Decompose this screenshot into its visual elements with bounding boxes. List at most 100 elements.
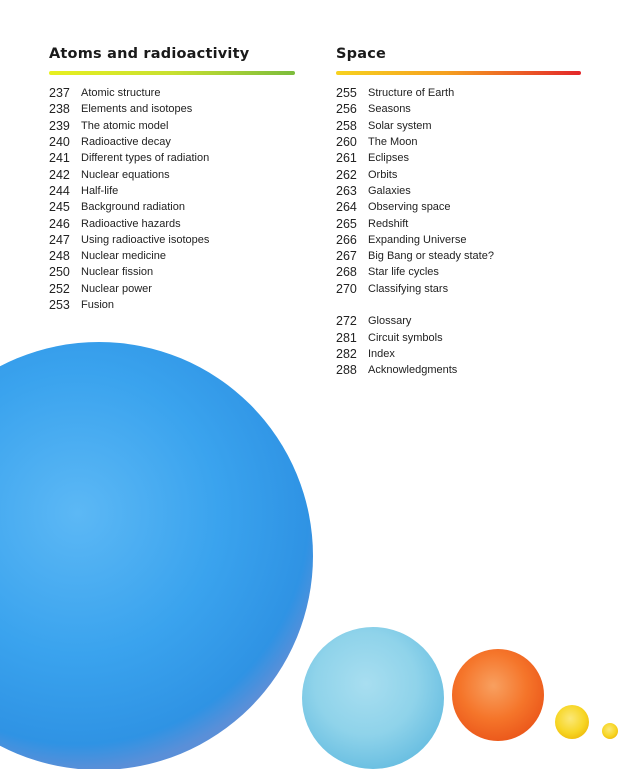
page-number: 264 [336, 200, 357, 215]
contents-entry: 242 Nuclear equations [49, 166, 295, 182]
contents-entry: 262 Orbits [336, 166, 581, 182]
entry-title: Big Bang or steady state? [368, 250, 494, 263]
contents-entry: 267 Big Bang or steady state? [336, 248, 581, 264]
entry-title: Nuclear equations [81, 168, 170, 181]
page-number: 260 [336, 135, 357, 150]
contents-entry: 272 Glossary [336, 313, 581, 329]
page-number: 242 [49, 167, 70, 182]
page-number: 270 [336, 281, 357, 296]
entry-title: Elements and isotopes [81, 103, 193, 116]
light-blue-sphere [302, 627, 444, 769]
contents-entry: 247 Using radioactive isotopes [49, 232, 295, 248]
contents-entry: 245 Background radiation [49, 199, 295, 215]
entry-title: Radioactive decay [81, 136, 171, 149]
page-number: 282 [336, 346, 357, 361]
page-number: 245 [49, 200, 70, 215]
page-number: 248 [49, 249, 70, 264]
contents-entry: 270 Classifying stars [336, 281, 581, 297]
contents-list: 237 Atomic structure 238 Elements and isoto… [49, 85, 295, 313]
contents-list: 255 Structure of Earth 256 Seasons 258 Solar … [336, 85, 581, 297]
entry-title: Using radioactive isotopes [81, 233, 210, 246]
contents-entry: 237 Atomic structure [49, 85, 295, 101]
contents-entry: 250 Nuclear fission [49, 264, 295, 280]
page-number: 256 [336, 102, 357, 117]
entry-title: Seasons [368, 103, 411, 116]
contents-entry: 281 Circuit symbols [336, 329, 581, 345]
entry-title: Expanding Universe [368, 233, 467, 246]
large-blue-sphere [0, 342, 313, 769]
contents-entry: 258 Solar system [336, 118, 581, 134]
page-number: 250 [49, 265, 70, 280]
contents-entry: 265 Redshift [336, 215, 581, 231]
heading-color-bar [336, 71, 581, 75]
entry-title: The Moon [368, 136, 418, 149]
page-number: 261 [336, 151, 357, 166]
page-number: 238 [49, 102, 70, 117]
entry-title: Orbits [368, 168, 398, 181]
contents-entry: 238 Elements and isotopes [49, 101, 295, 117]
entry-title: Atomic structure [81, 87, 161, 100]
page-number: 263 [336, 183, 357, 198]
page-number: 265 [336, 216, 357, 231]
yellow-sphere [555, 705, 589, 739]
contents-entry: 248 Nuclear medicine [49, 248, 295, 264]
section-heading: Atoms and radioactivity [49, 46, 250, 62]
page-number: 255 [336, 86, 357, 101]
page-number: 241 [49, 151, 70, 166]
entry-title: Observing space [368, 201, 451, 214]
orange-sphere [452, 649, 544, 741]
contents-entry: 256 Seasons [336, 101, 581, 117]
entry-title: Redshift [368, 217, 409, 230]
contents-entry: 244 Half-life [49, 183, 295, 199]
page-number: 244 [49, 183, 70, 198]
entry-title: Radioactive hazards [81, 217, 181, 230]
small-yellow-sphere [602, 723, 618, 739]
page-number: 272 [336, 314, 357, 329]
page-number: 246 [49, 216, 70, 231]
contents-entry: 253 Fusion [49, 297, 295, 313]
entry-title: Circuit symbols [368, 331, 443, 344]
entry-title: Index [368, 347, 395, 360]
contents-entry: 239 The atomic model [49, 118, 295, 134]
entry-title: Glossary [368, 315, 412, 328]
contents-entry: 266 Expanding Universe [336, 232, 581, 248]
entry-title: Nuclear medicine [81, 250, 166, 263]
entry-title: Nuclear power [81, 282, 152, 295]
entry-title: Different types of radiation [81, 152, 210, 165]
entry-title: Galaxies [368, 184, 411, 197]
contents-entry: 264 Observing space [336, 199, 581, 215]
entry-title: Star life cycles [368, 266, 439, 279]
page-number: 258 [336, 118, 357, 133]
entry-title: Nuclear fission [81, 266, 154, 279]
contents-entry: 252 Nuclear power [49, 281, 295, 297]
entry-title: Classifying stars [368, 282, 449, 295]
page-number: 268 [336, 265, 357, 280]
entry-title: Solar system [368, 119, 432, 132]
contents-entry: 288 Acknowledgments [336, 362, 581, 378]
page-number: 262 [336, 167, 357, 182]
contents-entry: 260 The Moon [336, 134, 581, 150]
contents-entry: 240 Radioactive decay [49, 134, 295, 150]
section-space: Space 255 Structure of Earth 256 Seasons 258… [336, 46, 581, 378]
page-number: 253 [49, 298, 70, 312]
back-matter-list: 272 Glossary 281 Circuit symbols 282 Index 288… [336, 313, 581, 378]
section-heading: Space [336, 46, 387, 62]
page-number: 239 [49, 118, 70, 133]
entry-title: Background radiation [81, 201, 185, 214]
heading-color-bar [49, 71, 295, 75]
page-number: 267 [336, 249, 357, 264]
entry-title: Eclipses [368, 152, 409, 165]
entry-title: Structure of Earth [368, 87, 455, 100]
page-number: 281 [336, 330, 357, 345]
contents-entry: 268 Star life cycles [336, 264, 581, 280]
contents-entry: 263 Galaxies [336, 183, 581, 199]
contents-entry: 261 Eclipses [336, 150, 581, 166]
page-number: 240 [49, 135, 70, 150]
contents-entry: 241 Different types of radiation [49, 150, 295, 166]
page-number: 252 [49, 281, 70, 296]
page-number: 247 [49, 232, 70, 247]
page-number: 288 [336, 363, 357, 378]
page-number: 266 [336, 232, 357, 247]
entry-title: Acknowledgments [368, 364, 458, 377]
